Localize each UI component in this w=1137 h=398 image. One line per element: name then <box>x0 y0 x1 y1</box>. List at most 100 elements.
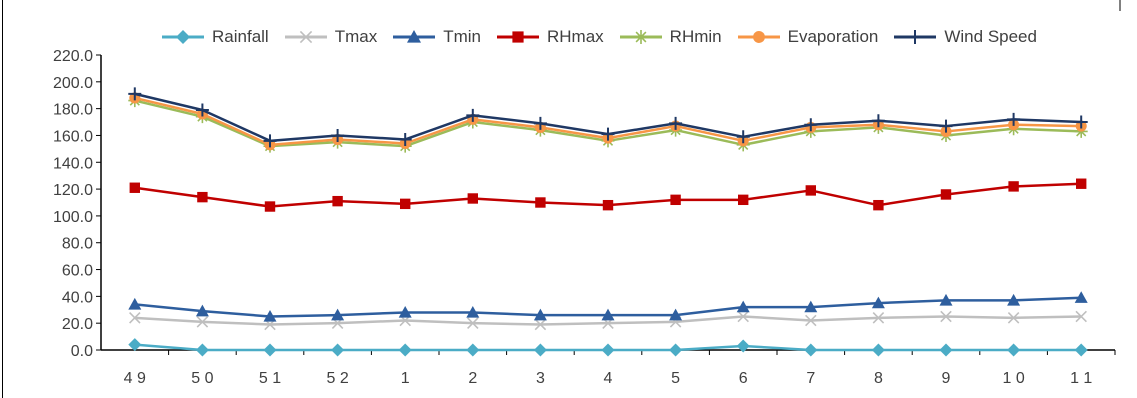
series-tmin <box>128 291 1088 322</box>
data-point-tmin <box>1074 291 1088 303</box>
data-point-tmin <box>533 308 547 321</box>
data-point-wind-speed <box>669 116 683 130</box>
data-point-tmin <box>195 304 209 317</box>
data-point-tmin <box>263 309 277 322</box>
x-tick-label: 1 1 <box>1070 370 1092 387</box>
data-point-tmax <box>1075 310 1087 323</box>
data-point-wind-speed <box>128 87 142 101</box>
legend-swatch <box>284 30 327 44</box>
x-tick-label: 5 0 <box>191 370 213 387</box>
legend-label: Tmin <box>443 27 481 46</box>
data-point-rainfall <box>398 343 412 357</box>
data-point-tmin <box>601 308 615 321</box>
legend-swatch-marker <box>299 30 312 44</box>
x-tick-label: 3 <box>536 370 545 387</box>
series-rainfall <box>128 338 1088 357</box>
y-tick-label: 60.0 <box>62 263 93 280</box>
legend-item-rainfall: Rainfall <box>160 27 269 47</box>
legend-item-rhmax: RHmax <box>495 27 604 47</box>
data-point-tmin <box>466 305 480 318</box>
data-point-wind-speed <box>263 134 277 148</box>
data-point-wind-speed <box>398 132 412 146</box>
data-point-rhmax <box>805 185 816 196</box>
legend-swatch-marker <box>407 30 422 43</box>
data-point-rainfall <box>871 343 885 357</box>
y-tick-label: 140.0 <box>53 155 93 172</box>
x-tick-label: 5 1 <box>259 370 281 387</box>
data-point-wind-speed <box>331 128 345 142</box>
data-point-rhmax <box>1008 181 1019 192</box>
x-tick-label: 4 <box>604 370 613 387</box>
legend-swatch <box>619 30 662 44</box>
data-point-rhmax <box>467 193 478 204</box>
data-point-tmax <box>872 312 885 324</box>
data-point-wind-speed <box>466 108 480 122</box>
legend-swatch <box>894 30 937 44</box>
data-point-rhmax <box>1076 178 1087 189</box>
data-point-rainfall <box>195 343 209 357</box>
data-point-wind-speed <box>1074 115 1088 129</box>
series-tmax <box>129 310 1087 331</box>
y-tick-label: 120.0 <box>53 182 93 199</box>
data-point-rhmax <box>400 198 411 210</box>
y-tick-label: 220.0 <box>53 48 93 65</box>
data-point-rainfall <box>1007 343 1021 357</box>
legend-label: RHmin <box>669 27 722 46</box>
data-point-rainfall <box>669 343 683 357</box>
data-point-wind-speed <box>939 119 953 133</box>
data-point-tmax <box>805 314 817 327</box>
data-point-rhmax <box>264 201 276 212</box>
data-point-tmin <box>871 296 885 309</box>
legend-label: Rainfall <box>212 27 269 46</box>
data-point-rainfall <box>804 343 818 357</box>
legend-swatch <box>497 31 539 43</box>
y-tick-label: 160.0 <box>53 128 93 145</box>
legend-label: Evaporation <box>787 27 879 46</box>
legend-swatch-marker <box>633 30 648 44</box>
data-point-tmin <box>804 300 818 313</box>
data-point-rhmax <box>940 189 952 200</box>
data-point-rainfall <box>1074 343 1088 357</box>
data-point-wind-speed <box>736 130 750 144</box>
legend-swatch-marker <box>176 30 191 44</box>
data-point-wind-speed <box>1007 112 1021 126</box>
data-point-wind-speed <box>533 116 547 130</box>
data-point-rhmax <box>670 194 681 206</box>
y-tick-label: 80.0 <box>62 236 93 253</box>
data-point-tmax <box>1007 312 1020 324</box>
legend-swatch-marker <box>908 30 923 44</box>
x-tick-label: 5 <box>671 370 680 387</box>
x-tick-label: 4 9 <box>124 370 146 387</box>
x-tick-label: 1 0 <box>1002 370 1024 387</box>
data-point-tmin <box>939 293 953 306</box>
legend-label: Wind Speed <box>944 27 1037 46</box>
data-point-tmin <box>331 308 345 321</box>
legend-swatch <box>737 31 780 43</box>
data-point-tmin <box>128 297 142 310</box>
data-point-tmax <box>534 318 547 331</box>
data-point-rhmax <box>535 197 546 208</box>
data-point-rhmax <box>197 191 208 203</box>
x-tick-label: 6 <box>739 370 748 387</box>
data-point-tmax <box>737 310 749 323</box>
series-rhmax <box>129 178 1087 212</box>
data-point-rainfall <box>601 343 615 357</box>
x-tick-label: 1 <box>401 370 410 387</box>
data-point-rhmax <box>873 199 884 211</box>
data-point-rainfall <box>939 343 953 357</box>
y-tick-label: 100.0 <box>53 209 93 226</box>
legend-swatch <box>162 30 205 44</box>
data-point-tmin <box>669 308 683 321</box>
data-point-wind-speed <box>195 103 209 117</box>
data-point-rhmax <box>332 195 343 207</box>
x-tick-label: 5 2 <box>326 370 348 387</box>
x-tick-label: 9 <box>942 370 951 387</box>
data-point-tmin <box>1007 293 1021 306</box>
x-tick-label: 7 <box>806 370 815 387</box>
series-wind-speed <box>128 87 1088 148</box>
data-point-rainfall <box>128 338 142 352</box>
y-tick-label: 0.0 <box>71 343 93 360</box>
data-point-tmin <box>736 300 750 313</box>
data-point-tmax <box>129 312 141 324</box>
